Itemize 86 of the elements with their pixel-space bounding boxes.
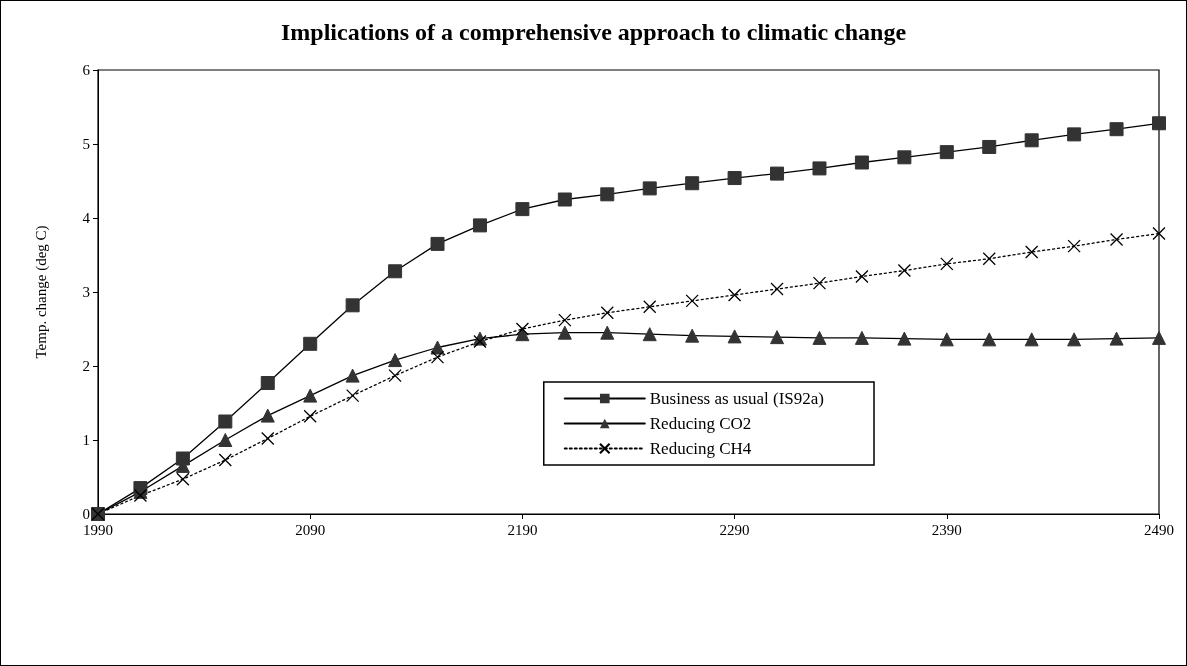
point <box>1152 330 1166 345</box>
point <box>515 202 530 217</box>
point <box>260 408 275 423</box>
point <box>430 236 445 251</box>
point <box>855 269 869 284</box>
point <box>812 276 827 290</box>
point <box>345 298 360 313</box>
x-tick-label: 1990 <box>83 521 113 538</box>
point <box>218 433 233 447</box>
point <box>260 376 275 391</box>
point <box>854 155 869 170</box>
y-tick-label: 6 <box>82 62 91 78</box>
point <box>600 306 614 320</box>
point <box>1025 245 1039 259</box>
x-tick-label: 2090 <box>295 521 326 538</box>
y-tick-label: 0 <box>82 506 90 522</box>
point <box>345 368 360 383</box>
point <box>388 264 403 279</box>
point <box>982 139 997 154</box>
x-tick-label: 2390 <box>931 521 962 538</box>
point <box>303 336 318 351</box>
point <box>812 330 827 345</box>
point <box>557 192 572 207</box>
legend-label: Reducing CH4 <box>649 439 752 458</box>
point <box>515 327 530 342</box>
point <box>261 431 275 446</box>
point <box>727 288 742 302</box>
point <box>727 329 742 344</box>
point <box>982 332 997 347</box>
y-tick-label: 2 <box>82 358 90 374</box>
point <box>1067 239 1081 253</box>
point <box>133 488 148 503</box>
point <box>770 282 784 296</box>
point <box>515 322 530 336</box>
point <box>770 166 785 181</box>
point <box>1152 226 1166 241</box>
point <box>388 353 403 368</box>
point <box>643 300 657 314</box>
point <box>472 218 487 233</box>
point <box>897 150 912 165</box>
point <box>854 330 869 345</box>
point <box>303 409 317 423</box>
point <box>982 252 996 266</box>
point <box>939 332 954 347</box>
point <box>812 161 827 176</box>
point <box>1109 122 1124 137</box>
point <box>430 350 445 364</box>
point <box>897 331 912 346</box>
point <box>1152 116 1166 131</box>
y-tick-label: 5 <box>82 136 90 152</box>
point <box>218 453 232 467</box>
y-tick-label: 4 <box>82 210 91 226</box>
y-tick-label: 3 <box>82 284 90 300</box>
point <box>558 313 572 327</box>
y-tick-label: 1 <box>82 432 90 448</box>
point <box>897 263 912 278</box>
point <box>303 388 318 403</box>
point <box>685 294 699 308</box>
point <box>642 327 657 342</box>
point <box>600 187 615 202</box>
point <box>1067 127 1082 142</box>
point <box>218 414 233 429</box>
point <box>685 328 700 343</box>
point <box>1067 332 1082 347</box>
point <box>176 472 190 486</box>
point <box>770 330 785 345</box>
chart-title: Implications of a comprehensive approach to climatic change <box>280 19 907 45</box>
point <box>1024 332 1039 347</box>
point <box>939 145 954 160</box>
x-tick-label: 2290 <box>719 521 750 538</box>
x-tick-label: 2490 <box>1144 521 1174 538</box>
point <box>1024 133 1039 148</box>
point <box>642 181 657 196</box>
point <box>727 171 742 186</box>
point <box>345 388 360 403</box>
y-axis-title: Temp. change (deg C) <box>32 225 50 359</box>
legend-label: Business as usual (IS92a) <box>649 389 824 408</box>
legend-label: Reducing CO2 <box>649 414 752 433</box>
point <box>1109 331 1124 346</box>
point <box>685 176 700 191</box>
point <box>388 368 402 383</box>
point <box>940 257 954 271</box>
x-tick-label: 2190 <box>507 521 538 538</box>
point <box>600 325 615 340</box>
point <box>1109 232 1124 247</box>
point <box>557 325 572 340</box>
